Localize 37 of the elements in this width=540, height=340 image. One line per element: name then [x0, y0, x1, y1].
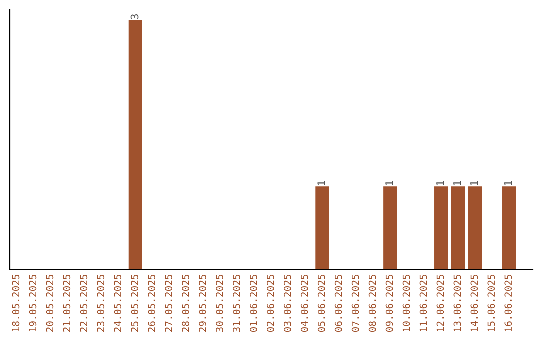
x-tick-label: 04.06.2025: [300, 274, 308, 332]
x-tick-label: 08.06.2025: [368, 274, 376, 332]
x-tick-label: 25.05.2025: [131, 274, 139, 332]
x-tick-label: 24.05.2025: [114, 274, 122, 332]
x-tick-label: 07.06.2025: [352, 274, 360, 332]
x-tick-label: 16.06.2025: [504, 274, 512, 332]
data-label: 3: [130, 14, 139, 20]
x-tick-label: 23.05.2025: [97, 274, 105, 332]
x-tick-label: 27.05.2025: [165, 274, 172, 332]
data-label: 1: [504, 181, 512, 186]
x-tick-label: 21.05.2025: [63, 274, 71, 332]
x-tick-label: 19.05.2025: [29, 274, 37, 332]
x-tick-label: 06.06.2025: [334, 274, 342, 332]
x-tick-label: 31.05.2025: [233, 274, 240, 332]
x-tick-label: 13.06.2025: [454, 274, 462, 332]
x-tick-label: 29.05.2025: [199, 274, 206, 332]
x-tick-label: 10.06.2025: [402, 274, 410, 332]
x-tick-label: 30.05.2025: [216, 274, 224, 332]
x-tick-label: 20.05.2025: [46, 274, 54, 332]
x-tick-label: 02.06.2025: [266, 274, 274, 332]
x-tick-label: 14.06.2025: [470, 274, 478, 332]
x-tick-label: 18.05.2025: [12, 274, 20, 332]
x-tick-label: 01.06.2025: [250, 274, 258, 332]
data-label: 1: [318, 181, 326, 186]
data-label: 1: [386, 181, 394, 186]
x-tick-label: 09.06.2025: [386, 274, 394, 332]
x-tick-label: 05.06.2025: [318, 274, 326, 332]
x-tick-label: 11.06.2025: [420, 274, 428, 332]
x-tick-label: 26.05.2025: [148, 274, 156, 332]
data-label: 1: [436, 181, 444, 186]
x-tick-label: 22.05.2025: [80, 274, 88, 332]
x-tick-label: 28.05.2025: [182, 274, 190, 332]
x-tick-label: 15.06.2025: [488, 274, 496, 332]
x-tick-label: 03.06.2025: [284, 274, 292, 332]
x-tick-label: 12.06.2025: [436, 274, 444, 332]
data-label: 1: [470, 181, 478, 186]
data-label: 1: [454, 181, 462, 186]
